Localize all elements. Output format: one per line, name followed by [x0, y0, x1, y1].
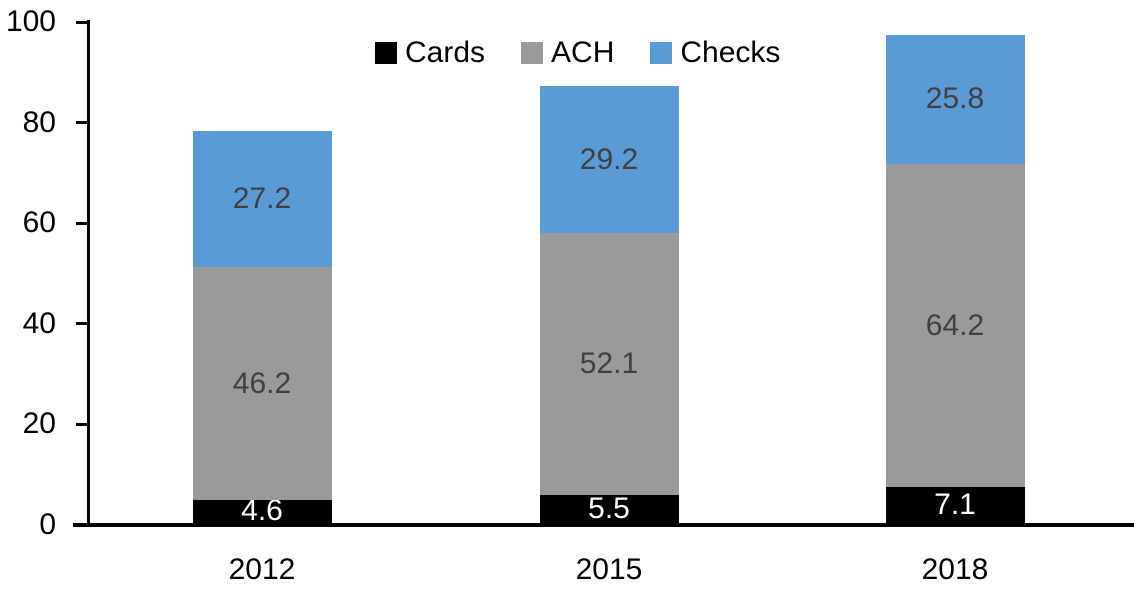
legend-swatch-cards: [375, 42, 397, 64]
legend-item-checks: Checks: [650, 38, 780, 68]
data-label-checks-2015: 29.2: [579, 142, 639, 176]
legend-swatch-checks: [650, 42, 673, 64]
y-tick-mark: [76, 121, 88, 125]
y-tick-label: 40: [22, 306, 56, 340]
legend-label-ach: ACH: [551, 36, 615, 69]
y-tick-label: 80: [22, 105, 56, 139]
y-tick-label: 60: [22, 206, 56, 240]
y-tick-label: 100: [5, 5, 56, 38]
y-tick-label: 20: [22, 407, 56, 441]
x-axis-line: [73, 523, 1134, 527]
legend: Cards ACH Checks: [375, 38, 780, 68]
x-tick-label-2012: 2012: [228, 553, 296, 586]
bar-segment-checks-2015: [539, 86, 679, 234]
x-tick-label-2018: 2018: [921, 553, 989, 586]
legend-item-cards: Cards: [375, 38, 485, 68]
y-tick-mark: [76, 322, 88, 326]
bar-segment-ach-2012: [192, 267, 332, 500]
data-label-cards-2018: 7.1: [934, 488, 976, 522]
y-axis-line: [87, 20, 90, 527]
y-tick-mark: [76, 422, 88, 426]
data-label-cards-2012: 4.6: [241, 494, 283, 528]
y-tick-label: 0: [39, 508, 56, 541]
legend-label-checks: Checks: [680, 36, 781, 69]
data-label-checks-2012: 27.2: [232, 182, 292, 216]
data-label-cards-2015: 5.5: [588, 492, 630, 526]
bar-segment-checks-2018: [885, 34, 1025, 165]
data-label-ach-2012: 46.2: [232, 366, 292, 400]
data-label-checks-2018: 25.8: [925, 82, 985, 116]
bar-segment-ach-2018: [885, 164, 1025, 488]
y-tick-mark: [76, 221, 88, 225]
data-label-ach-2018: 64.2: [925, 308, 985, 342]
bar-segment-ach-2015: [539, 233, 679, 496]
bar-segment-cards-2012: [192, 499, 332, 523]
bar-segment-checks-2012: [192, 130, 332, 268]
y-tick-mark: [76, 20, 88, 24]
bar-segment-cards-2015: [539, 495, 679, 523]
legend-item-ach: ACH: [521, 38, 614, 68]
data-label-ach-2015: 52.1: [579, 347, 639, 381]
x-tick-label-2015: 2015: [575, 553, 643, 586]
legend-label-cards: Cards: [405, 36, 486, 69]
legend-swatch-ach: [521, 42, 544, 64]
bar-segment-cards-2018: [885, 487, 1025, 523]
